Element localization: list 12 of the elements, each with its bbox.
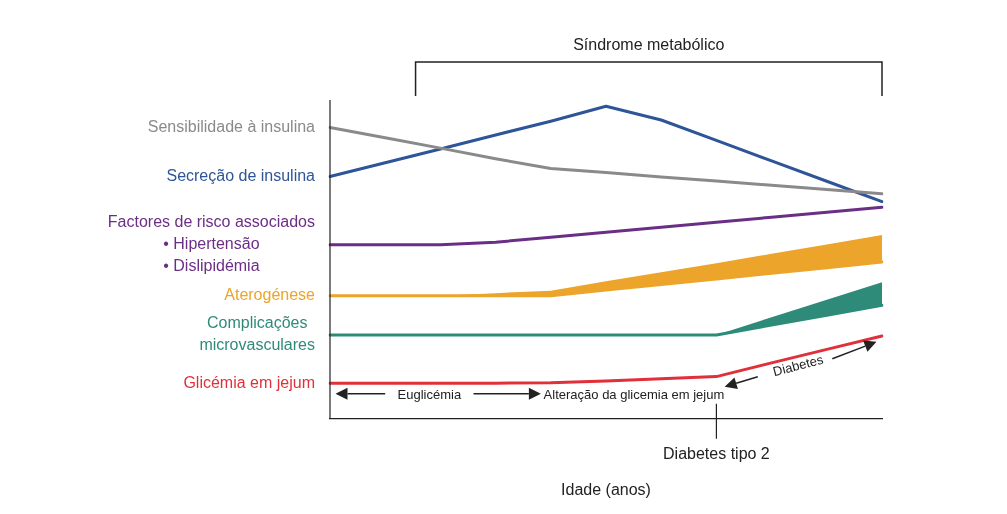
text: Síndrome metabólico (573, 36, 725, 53)
annotation: Diabetes (771, 351, 826, 380)
series-label: Aterogénese (224, 286, 316, 304)
series-label: Factores de risco associados • Hipertensão • Dislipidémia (107, 213, 315, 275)
text: Diabetes tipo 2 (663, 444, 770, 462)
annotation: Alteração da glicemia em jejum (543, 386, 725, 402)
x-axis-title: Idade (anos) (561, 480, 651, 498)
series-label: Glicémia em jejum (183, 373, 315, 391)
series-label: Secreção de insulina (166, 166, 316, 184)
series-label: Complicações microvasculares (199, 314, 315, 354)
series-label: Sensibilidade à insulina (147, 117, 316, 135)
annotation: Euglicémia (397, 386, 462, 402)
